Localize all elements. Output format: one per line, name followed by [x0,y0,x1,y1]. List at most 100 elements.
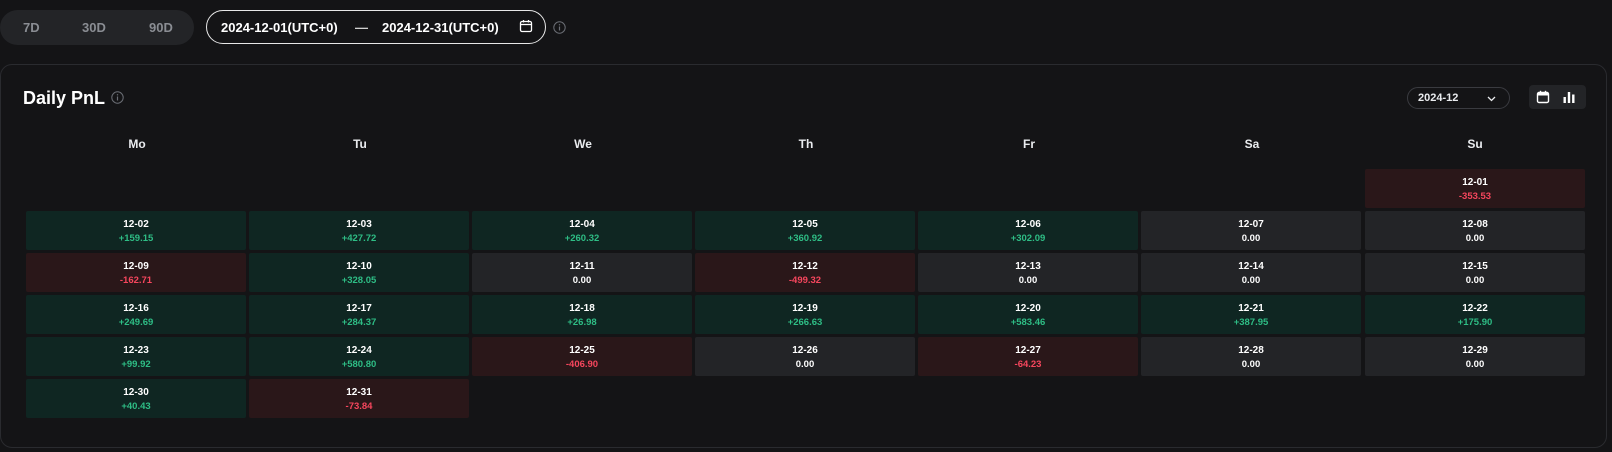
day-cell[interactable]: 12-12 -499.32 [695,253,915,292]
day-date: 12-31 [346,387,372,398]
day-pnl: 0.00 [1018,275,1038,286]
day-cell[interactable]: 12-15 0.00 [1365,253,1585,292]
day-cell[interactable]: 12-24 +580.80 [249,337,469,376]
day-cell[interactable]: 12-22 +175.90 [1365,295,1585,334]
tab-30d[interactable]: 30D [82,20,106,35]
weekday-header-tu: Tu [353,137,367,151]
day-date: 12-08 [1462,219,1488,230]
day-date: 12-28 [1238,345,1264,356]
day-pnl: -64.23 [1014,359,1042,370]
month-select[interactable]: 2024-12 [1407,87,1510,109]
day-pnl: 0.00 [1465,233,1485,244]
day-cell[interactable]: 12-23 +99.92 [26,337,246,376]
day-cell[interactable]: 12-11 0.00 [472,253,692,292]
panel-title: Daily PnL [23,88,106,108]
day-cell[interactable]: 12-20 +583.46 [918,295,1138,334]
day-cell[interactable]: 12-03 +427.72 [249,211,469,250]
calendar-icon[interactable] [519,19,533,36]
day-date: 12-11 [569,261,595,272]
day-cell[interactable]: 12-25 -406.90 [472,337,692,376]
day-date: 12-17 [346,303,372,314]
day-cell[interactable]: 12-09 -162.71 [26,253,246,292]
info-icon[interactable] [111,91,124,109]
day-cell[interactable]: 12-26 0.00 [695,337,915,376]
day-pnl: 0.00 [1241,233,1261,244]
day-date: 12-16 [123,303,149,314]
day-pnl: +260.32 [564,233,600,244]
day-date: 12-12 [792,261,818,272]
day-cell[interactable]: 12-19 +266.63 [695,295,915,334]
tab-7d[interactable]: 7D [23,20,40,35]
day-date: 12-06 [1015,219,1041,230]
day-cell[interactable]: 12-10 +328.05 [249,253,469,292]
day-date: 12-04 [569,219,595,230]
day-pnl: 0.00 [1465,359,1485,370]
day-pnl: +583.46 [1010,317,1046,328]
day-cell[interactable]: 12-02 +159.15 [26,211,246,250]
day-cell[interactable]: 12-04 +260.32 [472,211,692,250]
day-cell[interactable]: 12-27 -64.23 [918,337,1138,376]
day-date: 12-25 [569,345,595,356]
weekday-header-th: Th [798,137,814,151]
day-cell[interactable]: 12-08 0.00 [1365,211,1585,250]
day-pnl: +387.95 [1233,317,1269,328]
day-date: 12-29 [1462,345,1488,356]
day-date: 12-02 [123,219,149,230]
day-pnl: +40.43 [121,401,151,412]
day-cell[interactable]: 12-28 0.00 [1141,337,1361,376]
day-pnl: 0.00 [572,275,592,286]
day-cell[interactable]: 12-18 +26.98 [472,295,692,334]
day-pnl: +99.92 [121,359,151,370]
day-cell[interactable]: 12-05 +360.92 [695,211,915,250]
day-cell[interactable]: 12-30 +40.43 [26,379,246,418]
day-pnl: 0.00 [1465,275,1485,286]
info-icon[interactable] [553,21,566,39]
tab-90d[interactable]: 90D [149,20,173,35]
day-pnl: +26.98 [567,317,597,328]
day-pnl: 0.00 [1241,359,1261,370]
day-date: 12-27 [1015,345,1041,356]
bar-chart-icon[interactable] [1562,90,1576,109]
day-date: 12-15 [1462,261,1488,272]
date-separator: — [355,19,368,35]
calendar-view-icon[interactable] [1536,90,1550,109]
day-cell[interactable]: 12-07 0.00 [1141,211,1361,250]
day-date: 12-24 [346,345,372,356]
weekday-header-mo: Mo [128,137,146,151]
weekday-header-sa: Sa [1244,137,1260,151]
weekday-header-fr: Fr [1023,137,1035,151]
day-cell[interactable]: 12-13 0.00 [918,253,1138,292]
date-range-picker[interactable]: 2024-12-01(UTC+0) — 2024-12-31(UTC+0) [206,10,546,44]
day-pnl: -499.32 [788,275,822,286]
day-date: 12-20 [1015,303,1041,314]
day-pnl: +175.90 [1457,317,1493,328]
day-cell[interactable]: 12-14 0.00 [1141,253,1361,292]
chevron-down-icon [1486,93,1497,107]
range-tabs: 7D 30D 90D [0,10,194,45]
day-date: 12-23 [123,345,149,356]
day-cell[interactable]: 12-29 0.00 [1365,337,1585,376]
day-pnl: -406.90 [565,359,599,370]
weekday-header-we: We [574,137,592,151]
day-date: 12-13 [1015,261,1041,272]
day-pnl: +328.05 [341,275,377,286]
day-cell[interactable]: 12-31 -73.84 [249,379,469,418]
day-date: 12-14 [1238,261,1264,272]
day-pnl: +159.15 [118,233,154,244]
end-date[interactable]: 2024-12-31(UTC+0) [382,19,499,35]
day-pnl: +284.37 [341,317,377,328]
day-pnl: 0.00 [1241,275,1261,286]
day-date: 12-19 [792,303,818,314]
day-cell[interactable]: 12-06 +302.09 [918,211,1138,250]
day-cell[interactable]: 12-01 -353.53 [1365,169,1585,208]
day-date: 12-21 [1238,303,1264,314]
day-date: 12-30 [123,387,149,398]
day-date: 12-18 [569,303,595,314]
day-date: 12-07 [1238,219,1264,230]
day-cell[interactable]: 12-16 +249.69 [26,295,246,334]
day-cell[interactable]: 12-21 +387.95 [1141,295,1361,334]
start-date[interactable]: 2024-12-01(UTC+0) [221,19,338,35]
day-date: 12-26 [792,345,818,356]
day-pnl: +427.72 [341,233,377,244]
day-cell[interactable]: 12-17 +284.37 [249,295,469,334]
